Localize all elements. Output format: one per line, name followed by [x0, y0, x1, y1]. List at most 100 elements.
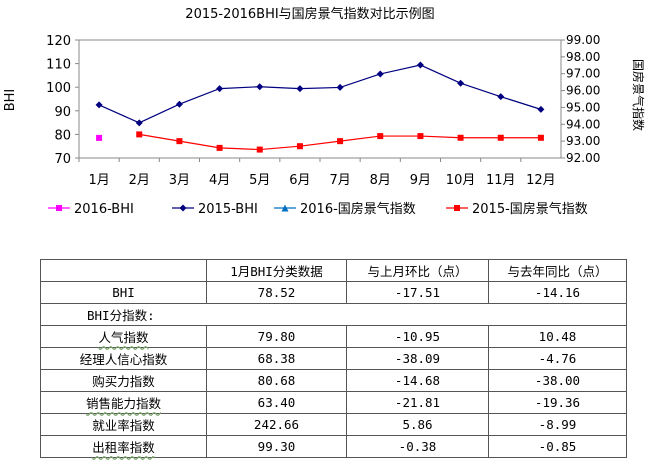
row-name: 销售能力指数 [40, 391, 207, 414]
row-name: 经理人信心指数 [40, 347, 207, 370]
column-header: 1月BHI分类数据 [206, 259, 347, 282]
column-header: 与上月环比（点） [346, 259, 489, 282]
y-tick-label: 120 [46, 34, 71, 49]
chart-title: 2015-2016BHI与国房景气指数对比示例图 [185, 6, 434, 22]
data-point [216, 144, 223, 151]
table-row: 人气指数 79.80 -10.95 10.48 [40, 325, 627, 348]
x-tick-label: 12月 [526, 173, 556, 188]
x-tick-label: 8月 [370, 173, 391, 188]
data-point [416, 61, 424, 69]
row-name-text: BHI [112, 285, 135, 300]
table-cell: 79.80 [206, 325, 347, 348]
data-point [417, 133, 424, 140]
x-tick-label: 6月 [289, 173, 310, 188]
y-tick-label: 80 [54, 128, 71, 143]
table-row: 就业率指数 242.66 5.86 -8.99 [40, 413, 627, 436]
x-tick-label: 9月 [410, 173, 431, 188]
table-cell: -8.99 [488, 413, 627, 436]
data-point [537, 105, 545, 113]
legend-marker [56, 205, 62, 211]
data-point [136, 131, 143, 138]
table-cell: -17.51 [346, 281, 489, 304]
data-point [216, 85, 224, 93]
data-point [256, 83, 264, 91]
data-point [337, 138, 344, 145]
legend-label: 2016-BHI [74, 202, 134, 217]
legend-item: 2016-BHI [48, 202, 134, 217]
data-point [296, 143, 303, 150]
legend-marker [281, 204, 289, 212]
table-cell: 99.30 [206, 435, 347, 458]
data-point [95, 101, 103, 109]
y2-tick-label: 95.00 [566, 100, 600, 114]
x-tick-label: 3月 [169, 173, 190, 188]
y2-tick-label: 96.00 [566, 84, 600, 98]
x-tick-label: 4月 [209, 173, 230, 188]
table-row: 经理人信心指数 68.38 -38.09 -4.76 [40, 347, 627, 370]
y2-tick-label: 98.00 [566, 50, 600, 64]
table-cell: 63.40 [206, 391, 347, 414]
data-point [497, 93, 505, 101]
table-row: 出租率指数 99.30 -0.38 -0.85 [40, 435, 627, 458]
section-label: BHI分指数: [40, 303, 627, 326]
y2-tick-label: 99.00 [566, 33, 600, 47]
row-name: 就业率指数 [40, 413, 207, 436]
legend-label: 2015-国房景气指数 [472, 201, 588, 217]
row-name: 人气指数 [40, 325, 207, 348]
table-cell: -21.81 [346, 391, 489, 414]
data-point [135, 119, 143, 127]
row-name-text: 购买力指数 [92, 374, 155, 389]
table-cell: -0.38 [346, 435, 489, 458]
plot-area [78, 39, 562, 159]
legend-label: 2015-BHI [198, 202, 258, 217]
data-point [497, 134, 504, 141]
x-tick-label: 11月 [486, 173, 516, 188]
table-cell: -0.85 [488, 435, 627, 458]
row-name-text: 出租率指数 [92, 440, 155, 455]
column-header [40, 259, 207, 282]
data-point [96, 134, 103, 141]
legend-label: 2016-国房景气指数 [300, 201, 416, 217]
data-point [256, 146, 263, 153]
data-point [376, 70, 384, 78]
data-point [175, 100, 183, 108]
table-cell: -38.09 [346, 347, 489, 370]
table-cell: 5.86 [346, 413, 489, 436]
data-point [377, 133, 384, 140]
y2-axis-label: 国房景气指数 [631, 59, 646, 131]
x-tick-label: 1月 [88, 173, 109, 188]
bhi-data-table: 1月BHI分类数据 与上月环比（点） 与去年同比（点） BHI 78.52 -17.51 -… [40, 259, 627, 458]
x-tick-label: 7月 [329, 173, 350, 188]
row-name: 出租率指数 [40, 435, 207, 458]
legend-marker [454, 205, 460, 211]
table-cell: 68.38 [206, 347, 347, 370]
legend-item: 2015-国房景气指数 [446, 201, 588, 217]
table-cell: -10.95 [346, 325, 489, 348]
y2-tick-label: 94.00 [566, 117, 600, 131]
data-point [457, 79, 465, 87]
data-point [457, 134, 464, 141]
bhi-comparison-chart: 2015-2016BHI与国房景气指数对比示例图 BHI 国房景气指数 70 80… [3, 6, 646, 217]
y2-tick-label: 97.00 [566, 67, 600, 81]
table-cell: -38.00 [488, 369, 627, 392]
table-cell: -4.76 [488, 347, 627, 370]
y2-tick-label: 93.00 [566, 134, 600, 148]
table-row: 购买力指数 80.68 -14.68 -38.00 [40, 369, 627, 392]
legend-item: 2016-国房景气指数 [274, 201, 416, 217]
y-tick-label: 90 [54, 105, 71, 120]
legend-item: 2015-BHI [172, 202, 258, 217]
row-name-text: 就业率指数 [92, 418, 155, 433]
x-tick-label: 10月 [446, 173, 476, 188]
column-header: 与去年同比（点） [488, 259, 627, 282]
table-cell: 78.52 [206, 281, 347, 304]
y-axis-label: BHI [3, 89, 18, 112]
table-cell: 80.68 [206, 369, 347, 392]
table-cell: 10.48 [488, 325, 627, 348]
series-2015-BHI [95, 61, 545, 127]
row-name: 购买力指数 [40, 369, 207, 392]
table-row: BHI 78.52 -17.51 -14.16 [40, 281, 627, 304]
data-point [336, 83, 344, 91]
series-2015-国房景气指数 [136, 131, 544, 153]
table-header-row: 1月BHI分类数据 与上月环比（点） 与去年同比（点） [40, 259, 627, 282]
data-point [537, 134, 544, 141]
